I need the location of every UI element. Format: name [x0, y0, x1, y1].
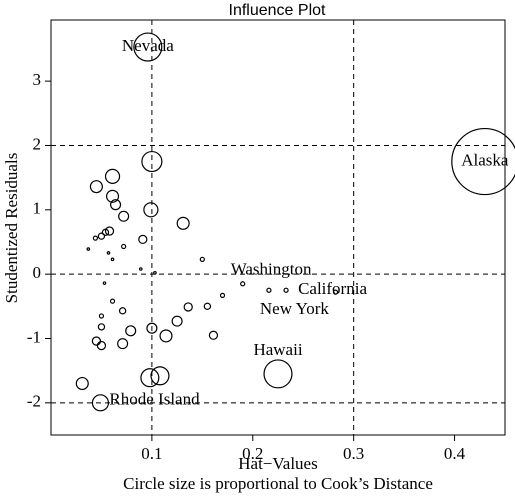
bubble — [133, 32, 163, 62]
bubble — [110, 199, 122, 211]
bubble — [101, 228, 110, 237]
bubble — [240, 281, 246, 287]
bubble — [102, 281, 107, 285]
bubble — [199, 256, 205, 262]
bubble — [98, 313, 105, 319]
bubble — [451, 127, 515, 196]
y-tick-label: -2 — [27, 392, 41, 411]
bubble — [106, 251, 111, 255]
bubble — [96, 340, 107, 351]
x-tick-label: 0.2 — [242, 444, 263, 463]
bubble — [118, 307, 127, 315]
bubble — [89, 180, 103, 194]
x-tick-label: 0.1 — [141, 444, 162, 463]
bubble — [219, 292, 226, 299]
bubble — [159, 329, 173, 343]
bubble — [283, 287, 289, 293]
bubble — [121, 243, 127, 250]
bubble — [75, 376, 89, 391]
y-axis-label: Studentized Residuals — [2, 153, 21, 304]
bubble — [105, 189, 120, 203]
y-tick-label: 0 — [33, 263, 42, 282]
bubble — [153, 271, 157, 275]
point-label: Washington — [231, 260, 312, 279]
bubble — [86, 247, 91, 251]
bubble — [104, 168, 121, 184]
bubble — [109, 298, 116, 304]
x-tick-label: 0.3 — [343, 444, 364, 463]
plot-frame — [50, 19, 506, 436]
bubble — [171, 315, 183, 327]
bubble — [91, 336, 102, 346]
bubble — [138, 234, 148, 245]
bubble — [263, 359, 293, 389]
bubble — [332, 289, 339, 295]
point-label: Alaska — [461, 150, 509, 169]
point-label: California — [298, 279, 367, 298]
y-tick-label: 2 — [33, 134, 42, 153]
bubble — [266, 287, 272, 293]
note: Circle size is proportional to Cook’s Di… — [123, 474, 433, 493]
bubble — [146, 322, 158, 334]
chart-title: Influence Plot — [229, 2, 327, 19]
bubble — [138, 267, 143, 271]
bubble — [104, 226, 115, 236]
bubble — [91, 394, 110, 412]
point-label: New York — [260, 299, 329, 318]
bubble — [143, 202, 159, 218]
x-axis-label: Hat−Values — [238, 454, 317, 473]
bubble — [117, 338, 129, 350]
bubble — [92, 235, 99, 241]
y-tick-label: 3 — [33, 70, 42, 89]
x-tick-label: 0.4 — [444, 444, 466, 463]
y-tick-label: 1 — [33, 199, 42, 218]
point-label: Hawaii — [253, 340, 302, 359]
bubble — [208, 330, 219, 340]
point-label: Rhode Island — [109, 390, 200, 409]
bubble — [203, 302, 212, 311]
bubble — [110, 257, 115, 262]
bubble — [118, 210, 130, 222]
bubble — [141, 150, 163, 173]
bubble — [183, 302, 193, 312]
bubble — [97, 323, 106, 331]
bubble — [176, 216, 190, 230]
bubble — [125, 325, 137, 337]
bubble — [97, 232, 106, 240]
y-tick-label: -1 — [27, 327, 41, 346]
bubble — [140, 368, 160, 388]
point-label: Nevada — [122, 36, 174, 55]
bubble — [150, 366, 170, 386]
